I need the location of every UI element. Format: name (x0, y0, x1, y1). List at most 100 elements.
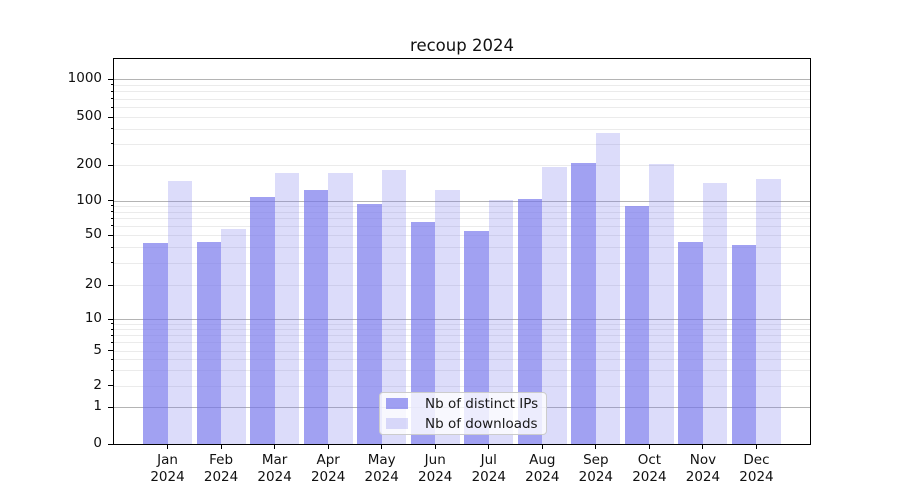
x-tickmark (434, 444, 436, 449)
x-tick-label: Jul 2024 (471, 452, 506, 485)
legend-swatch-distinct-ips (386, 398, 408, 409)
legend-label-downloads: Nb of downloads (425, 415, 538, 432)
y-minor-tickmark (111, 341, 114, 343)
x-tickmark (702, 444, 704, 449)
minor-gridline (114, 246, 810, 248)
y-tick-label: 0 (93, 435, 102, 451)
y-tick-label: 1000 (67, 70, 102, 86)
minor-gridline (114, 334, 810, 336)
y-minor-tickmark (111, 225, 114, 227)
y-minor-tickmark (111, 217, 114, 219)
x-tick-label: Feb 2024 (203, 452, 239, 485)
legend-row-downloads: Nb of downloads (386, 414, 546, 434)
x-tickmark (327, 444, 329, 449)
y-tick-label: 100 (76, 191, 102, 208)
minor-gridline (114, 350, 810, 352)
y-minor-tickmark (111, 323, 114, 325)
minor-gridline (114, 262, 810, 264)
y-minor-tickmark (111, 164, 114, 166)
minor-gridline (114, 128, 810, 130)
minor-gridline (114, 143, 810, 145)
minor-gridline (114, 217, 810, 219)
y-tick-label: 5 (93, 341, 102, 358)
y-tickmark (108, 318, 114, 320)
y-tick-label: 20 (84, 276, 102, 292)
legend: Nb of distinct IPs Nb of downloads (379, 392, 547, 435)
bar-distinct-ips (731, 244, 757, 444)
y-minor-tickmark (111, 84, 114, 86)
minor-gridline (114, 164, 810, 166)
x-tickmark (595, 444, 597, 449)
minor-gridline (114, 358, 810, 360)
bar-distinct-ips (678, 241, 703, 444)
y-tick-label: 500 (76, 108, 102, 124)
y-tickmark (108, 200, 114, 201)
y-minor-tickmark (111, 143, 114, 145)
minor-gridline (114, 234, 810, 236)
y-minor-tickmark (111, 90, 114, 92)
y-minor-tickmark (111, 106, 114, 108)
x-tick-label: Sep 2024 (578, 452, 614, 485)
x-tickmark (648, 444, 650, 449)
y-minor-tickmark (111, 328, 114, 330)
x-tick-label: Oct 2024 (632, 452, 667, 485)
minor-gridline (114, 116, 810, 118)
legend-swatch-downloads (386, 418, 408, 429)
x-tickmark (167, 444, 169, 449)
bar-downloads (702, 182, 728, 444)
major-gridline (114, 318, 810, 320)
bar-distinct-ips (571, 162, 596, 444)
minor-gridline (114, 341, 810, 343)
y-tick-label: 2 (93, 376, 102, 393)
x-tick-label: Jun 2024 (418, 452, 453, 485)
minor-gridline (114, 323, 810, 325)
bar-downloads (756, 179, 781, 444)
x-tickmark (274, 444, 276, 449)
y-minor-tickmark (111, 358, 114, 360)
bar-distinct-ips (143, 243, 168, 444)
bar-downloads (595, 133, 621, 444)
bar-distinct-ips (624, 205, 650, 444)
minor-gridline (114, 369, 810, 371)
y-minor-tickmark (111, 116, 114, 118)
y-tickmark (108, 443, 114, 445)
y-minor-tickmark (111, 385, 114, 386)
y-minor-tickmark (111, 369, 114, 371)
bar-distinct-ips (196, 241, 222, 444)
y-minor-tickmark (111, 262, 114, 264)
bar-distinct-ips (250, 196, 275, 444)
minor-gridline (114, 385, 810, 387)
minor-gridline (114, 98, 810, 100)
x-tickmark (488, 444, 490, 449)
minor-gridline (114, 225, 810, 227)
x-tick-label: May 2024 (364, 452, 399, 485)
minor-gridline (114, 211, 810, 213)
y-tick-label: 1 (93, 398, 102, 414)
minor-gridline (114, 284, 810, 286)
major-gridline (114, 200, 810, 202)
y-minor-tickmark (111, 284, 114, 286)
bar-downloads (221, 229, 246, 444)
y-minor-tickmark (111, 246, 114, 248)
x-tickmark (220, 444, 222, 449)
bar-downloads (274, 173, 300, 444)
legend-row-distinct-ips: Nb of distinct IPs (386, 394, 546, 414)
y-tickmark (108, 406, 114, 408)
minor-gridline (114, 328, 810, 330)
x-tick-label: Aug 2024 (525, 452, 560, 485)
y-minor-tickmark (111, 128, 114, 130)
minor-gridline (114, 90, 810, 92)
bar-distinct-ips (303, 189, 329, 444)
x-tickmark (541, 444, 543, 449)
major-gridline (114, 78, 810, 80)
y-minor-tickmark (111, 234, 114, 236)
bar-downloads (167, 181, 193, 444)
bar-downloads (649, 164, 674, 444)
y-minor-tickmark (111, 211, 114, 213)
bar-downloads (328, 173, 353, 444)
minor-gridline (114, 106, 810, 108)
y-tick-label: 200 (76, 156, 102, 172)
y-tickmark (108, 78, 114, 80)
x-tick-label: Apr 2024 (310, 452, 346, 485)
